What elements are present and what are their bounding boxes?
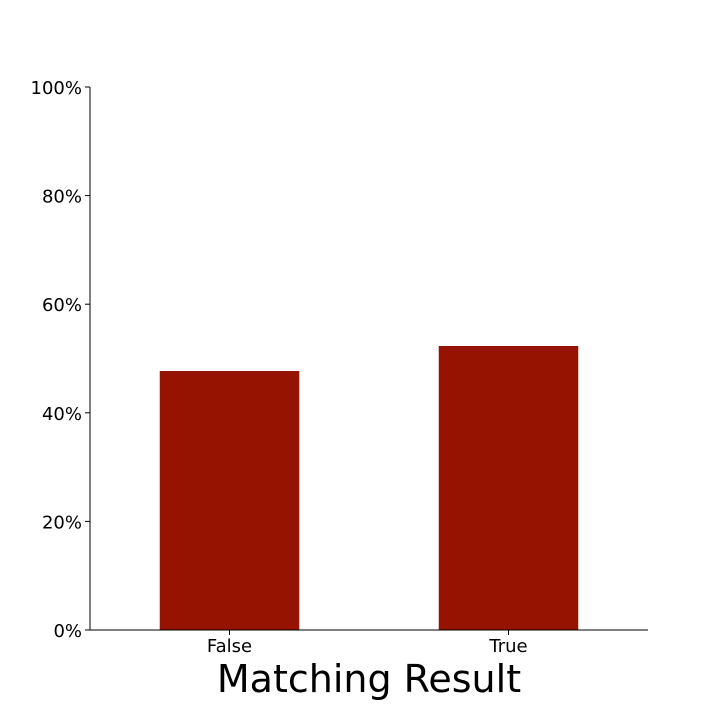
y-tick-label: 40% [42, 404, 82, 425]
y-axis-ticks: 0% 20% 40% 60% 80% 100% [31, 78, 90, 642]
x-tick-label: True [488, 636, 527, 657]
x-tick-label: False [207, 636, 252, 657]
x-axis-ticks: False True [207, 630, 528, 657]
bars-group [159, 346, 579, 630]
bar-true [438, 346, 579, 630]
bar-false [159, 370, 300, 630]
x-axis-title: Matching Result [217, 657, 521, 701]
y-tick-label: 80% [42, 187, 82, 208]
y-tick-label: 0% [53, 621, 82, 642]
y-tick-label: 20% [42, 512, 82, 533]
y-tick-label: 100% [31, 78, 82, 99]
y-tick-label: 60% [42, 295, 82, 316]
